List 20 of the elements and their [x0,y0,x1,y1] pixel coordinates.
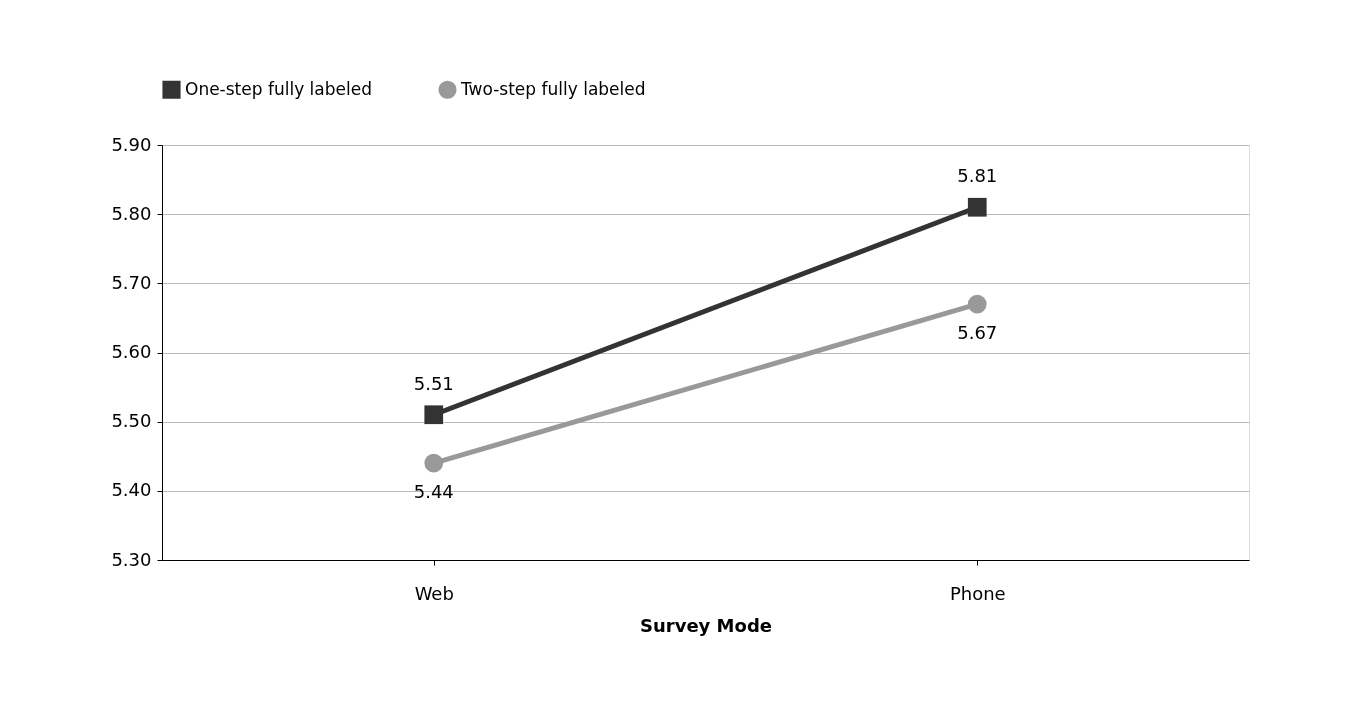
point [424,405,444,425]
x-tick-label: Phone [949,582,1006,604]
y-tick-label: 5.30 [111,548,152,570]
point [424,453,444,473]
y-tick-label: 5.80 [111,202,152,224]
point [967,294,987,314]
point [967,197,987,217]
data-label: 5.81 [957,165,998,187]
data-label: 5.67 [957,322,998,344]
y-tick-label: 5.40 [111,479,152,501]
y-tick-label: 5.90 [111,133,152,155]
data-label: 5.44 [413,481,454,503]
x-axis-title: Survey Mode [640,614,772,636]
y-tick-label: 5.70 [111,271,152,293]
data-label: 5.51 [413,372,454,394]
y-tick-label: 5.50 [111,410,152,432]
legend-label: Two-step fully labeled [460,78,646,99]
x-tick-label: Web [414,582,454,604]
y-tick-label: 5.60 [111,341,152,362]
legend-label: One-step fully labeled [185,78,372,99]
